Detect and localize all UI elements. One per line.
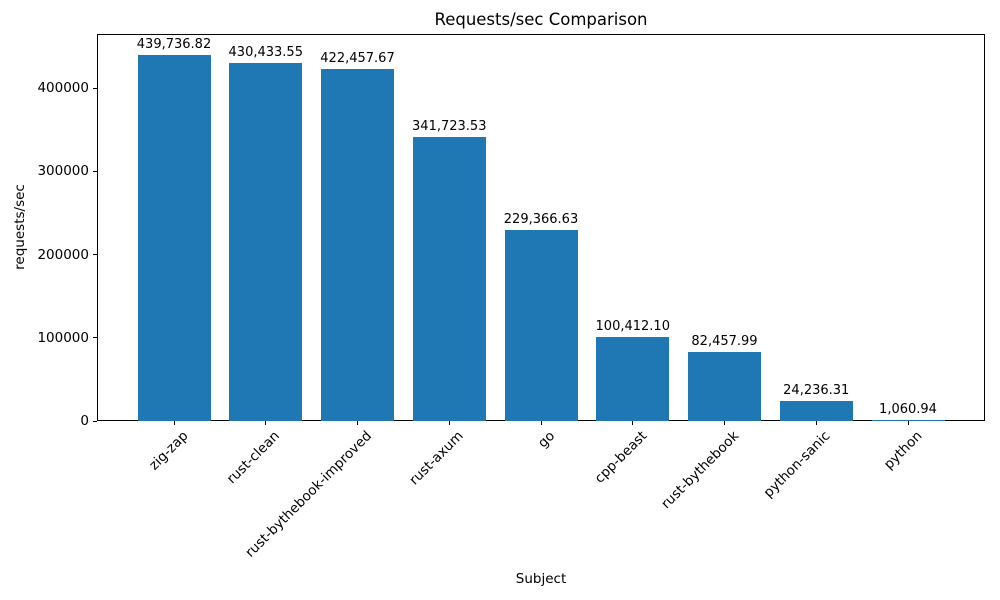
bar xyxy=(504,230,578,421)
x-tick xyxy=(173,421,175,425)
y-tick xyxy=(92,420,97,422)
bar xyxy=(596,337,670,421)
x-tick xyxy=(724,421,725,425)
bar xyxy=(871,420,945,421)
bar-value-label: 229,366.63 xyxy=(503,212,579,228)
y-tick-label: 100000 xyxy=(37,329,89,346)
bar xyxy=(688,352,761,421)
x-tick xyxy=(357,421,358,425)
x-tick xyxy=(540,421,542,425)
bar-value-label: 24,236.31 xyxy=(783,382,850,398)
bar xyxy=(412,136,486,421)
x-tick-label: rust-axum xyxy=(406,428,467,489)
bar xyxy=(137,55,211,421)
x-tick-label: python xyxy=(880,428,926,473)
bar-value-label: 82,457.99 xyxy=(691,334,758,350)
x-tick xyxy=(815,421,817,425)
x-tick xyxy=(907,421,909,425)
bar-value-label: 430,433.55 xyxy=(228,44,303,60)
bar-value-label: 439,736.82 xyxy=(136,37,212,53)
y-tick xyxy=(92,87,97,89)
chart-title: Requests/sec Comparison xyxy=(434,10,648,29)
x-tick xyxy=(632,421,634,425)
y-tick-label: 300000 xyxy=(37,163,89,180)
bar-value-label: 1,060.94 xyxy=(879,402,937,417)
bar xyxy=(321,69,394,421)
y-tick xyxy=(92,337,97,339)
x-tick xyxy=(265,421,267,425)
y-tick xyxy=(92,170,97,172)
x-tick xyxy=(448,421,450,425)
y-tick-label: 400000 xyxy=(37,80,89,97)
x-tick-label: zig-zap xyxy=(145,428,192,474)
y-tick-label: 200000 xyxy=(37,246,89,263)
bar xyxy=(779,400,853,421)
bar-value-label: 422,457.67 xyxy=(320,51,395,67)
y-tick xyxy=(92,254,97,256)
x-tick-label: cpp-beast xyxy=(591,428,651,487)
x-tick-label: python-sanic xyxy=(760,428,834,501)
bar-value-label: 341,723.53 xyxy=(412,118,487,134)
bar-value-label: 100,412.10 xyxy=(595,319,670,335)
y-tick-label: 0 xyxy=(80,413,89,429)
x-tick-label: rust-clean xyxy=(223,428,284,488)
bar xyxy=(229,62,303,421)
x-tick-label: rust-bythebook xyxy=(657,428,742,513)
x-tick-label: go xyxy=(535,428,559,452)
x-axis-label: Subject xyxy=(515,571,567,587)
